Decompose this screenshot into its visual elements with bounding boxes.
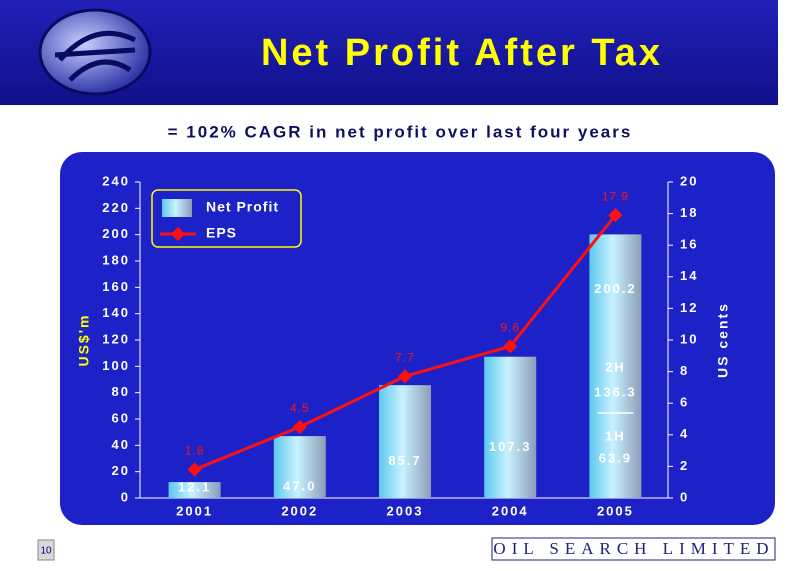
x-tick-label: 2002 [281, 503, 318, 518]
bar [273, 436, 326, 498]
legend-marker [170, 226, 186, 242]
y-tick-label: 220 [102, 200, 130, 215]
y-tick-label: 240 [102, 173, 130, 188]
eps-marker [503, 339, 518, 354]
subtitle: = 102% CAGR in net profit over last four… [168, 122, 633, 141]
title: Net Profit After Tax [261, 32, 663, 74]
footer-box [491, 537, 776, 561]
y-tick-label: 180 [102, 252, 130, 267]
eps-marker [292, 419, 307, 434]
x-tick-label: 2004 [492, 503, 529, 518]
y2-tick-label: 8 [680, 363, 689, 378]
breakdown-label: 1H [605, 428, 626, 443]
legend-swatch [162, 199, 192, 217]
y-tick-label: 200 [102, 226, 130, 241]
logo-mark [54, 30, 137, 82]
bar [168, 482, 221, 498]
value-label: 12.1 [178, 479, 211, 494]
y2-tick-label: 2 [680, 458, 689, 473]
y-tick-label: 40 [112, 437, 130, 452]
y2-tick-label: 14 [680, 268, 698, 283]
y-tick-label: 20 [112, 463, 130, 478]
value-label: 107.3 [489, 439, 532, 454]
value-label: 85.7 [388, 453, 421, 468]
company: OIL SEARCH LIMITED [493, 539, 774, 558]
y-tick-label: 160 [102, 279, 130, 294]
breakdown-label: 63.9 [599, 450, 632, 465]
y2-tick-label: 6 [680, 395, 689, 410]
y2-tick-label: 10 [680, 331, 698, 346]
y-tick-label: 100 [102, 358, 130, 373]
eps-marker [608, 208, 623, 223]
x-tick-label: 2001 [176, 503, 213, 518]
x-tick-label: 2003 [387, 503, 424, 518]
eps-marker [187, 462, 202, 477]
y-tick-label: 140 [102, 305, 130, 320]
breakdown-label: 2H [605, 359, 626, 374]
y-tick-label: 120 [102, 331, 130, 346]
y2-tick-label: 20 [680, 173, 698, 188]
bar [589, 234, 642, 499]
x-tick-label: 2005 [597, 503, 634, 518]
eps-label: 4.5 [290, 401, 310, 415]
y-tick-label: 0 [121, 489, 130, 504]
y2-tick-label: 18 [680, 205, 698, 220]
y2-tick-label: 16 [680, 237, 698, 252]
y2-axis-label: US cents [715, 302, 731, 378]
eps-marker [397, 369, 413, 384]
y2-tick-label: 4 [680, 426, 689, 441]
y-axis-label: US$'m [76, 313, 92, 366]
eps-label: 1.8 [185, 444, 205, 458]
y-tick-label: 80 [112, 384, 130, 399]
bar [484, 356, 537, 498]
y2-tick-label: 0 [680, 489, 689, 504]
value-label: 200.2 [594, 281, 637, 296]
bar [379, 385, 431, 498]
page-number: 10 [40, 546, 52, 557]
page-box [37, 539, 55, 561]
breakdown-label: 136.3 [594, 384, 637, 399]
value-label: 47.0 [283, 478, 316, 493]
y-tick-label: 60 [112, 410, 130, 425]
y2-tick-label: 12 [680, 300, 698, 315]
eps-label: 7.7 [395, 351, 415, 365]
legend-label: Net Profit [206, 199, 279, 215]
legend [151, 189, 302, 248]
eps-label: 17.9 [602, 189, 629, 203]
eps-label: 9.6 [500, 320, 520, 334]
legend-label: EPS [206, 225, 237, 241]
